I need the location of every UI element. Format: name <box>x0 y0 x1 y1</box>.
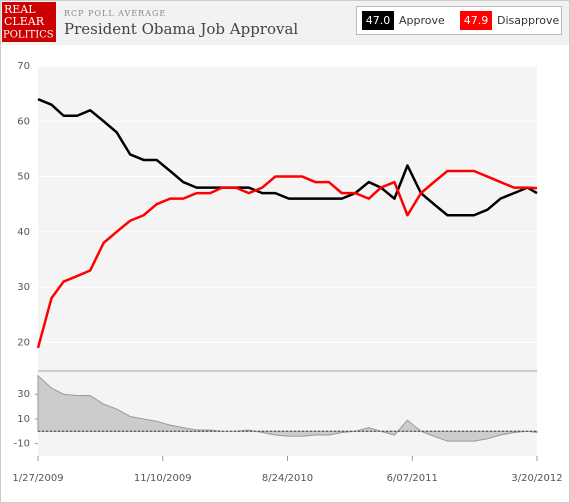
overline: RCP POLL AVERAGE <box>64 9 166 18</box>
x-tick-label: 8/24/2010 <box>262 473 313 484</box>
chart-title: President Obama Job Approval <box>64 20 298 38</box>
series-line <box>37 98 538 217</box>
x-tick-label: 3/20/2012 <box>511 473 562 484</box>
series-line <box>36 169 538 349</box>
legend-value: 47.0 <box>366 14 391 27</box>
logo <box>2 2 56 42</box>
y-tick-label: 20 <box>17 337 30 348</box>
spread-area <box>37 374 538 442</box>
y-tick-label: 60 <box>17 116 30 127</box>
y-tick-label: 40 <box>17 227 30 238</box>
legend-swatch <box>362 11 394 30</box>
plot-bg <box>38 66 537 370</box>
logo-text: CLEAR <box>4 15 45 28</box>
y-tick-label: 30 <box>17 389 30 400</box>
logo-text: POLITICS <box>3 30 54 41</box>
x-tick-label: 11/10/2009 <box>134 473 192 484</box>
y-tick-label: 10 <box>17 414 30 425</box>
legend-value: 47.9 <box>464 14 489 27</box>
x-tick-label: 6/07/2011 <box>387 473 438 484</box>
legend-label: Disapprove <box>497 14 559 27</box>
y-tick-label: 30 <box>17 282 30 293</box>
logo-text: REAL <box>4 3 36 16</box>
legend-swatch <box>460 11 492 30</box>
y-tick-label: 50 <box>17 172 30 183</box>
y-tick-label: -10 <box>14 439 30 450</box>
x-tick-label: 1/27/2009 <box>12 473 63 484</box>
y-tick-label: 70 <box>17 61 30 72</box>
legend-label: Approve <box>399 14 445 27</box>
